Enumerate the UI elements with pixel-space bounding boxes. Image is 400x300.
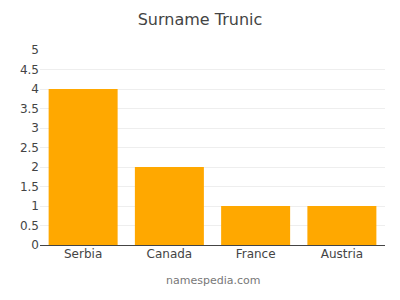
svg-text:4.5: 4.5 — [20, 63, 39, 77]
svg-text:Serbia: Serbia — [64, 247, 102, 261]
svg-text:4: 4 — [31, 82, 39, 96]
svg-text:Surname Trunic: Surname Trunic — [138, 10, 263, 29]
svg-text:1: 1 — [31, 199, 39, 213]
svg-text:5: 5 — [31, 43, 39, 57]
svg-text:France: France — [236, 247, 276, 261]
svg-text:2.5: 2.5 — [20, 141, 39, 155]
svg-text:3: 3 — [31, 121, 39, 135]
svg-text:Austria: Austria — [321, 247, 363, 261]
svg-text:Canada: Canada — [147, 247, 193, 261]
svg-text:namespedia.com: namespedia.com — [166, 274, 260, 287]
svg-text:3.5: 3.5 — [20, 102, 39, 116]
svg-text:2: 2 — [31, 160, 39, 174]
svg-text:1.5: 1.5 — [20, 180, 39, 194]
svg-text:0.5: 0.5 — [20, 219, 39, 233]
svg-text:0: 0 — [31, 238, 39, 252]
